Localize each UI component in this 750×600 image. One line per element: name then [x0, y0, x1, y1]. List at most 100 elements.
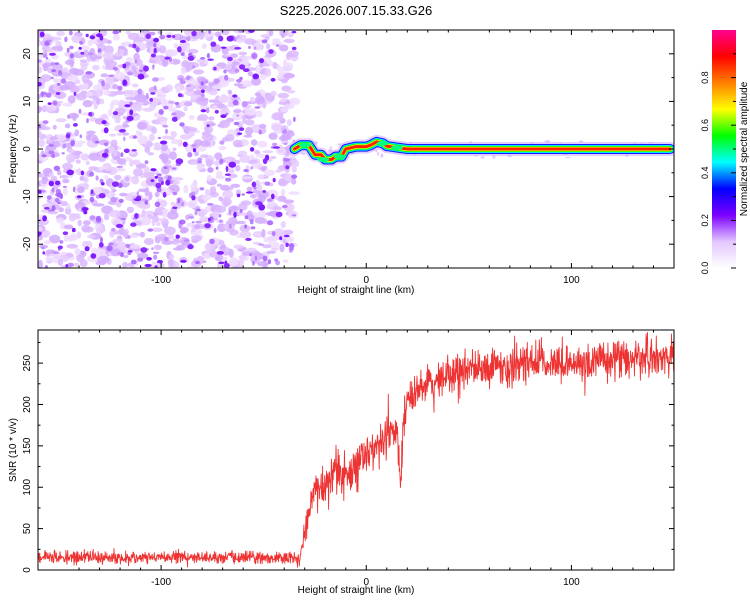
- noise-speckle: [192, 69, 205, 75]
- noise-speckle: [178, 223, 182, 229]
- noise-speckle: [93, 102, 98, 110]
- noise-speckle: [134, 213, 139, 219]
- noise-speckle: [230, 53, 239, 58]
- noise-speckle: [104, 168, 116, 172]
- noise-speckle: [208, 30, 211, 34]
- noise-speckle: [112, 238, 124, 243]
- noise-speckle: [38, 106, 42, 111]
- noise-speckle: [122, 63, 127, 69]
- noise-speckle: [248, 45, 251, 50]
- noise-speckle: [151, 217, 156, 227]
- noise-speckle: [45, 255, 53, 262]
- noise-speckle: [150, 53, 156, 58]
- noise-speckle: [38, 189, 42, 194]
- noise-speckle: [218, 95, 230, 104]
- noise-speckle: [150, 179, 155, 183]
- noise-speckle: [92, 203, 105, 207]
- noise-speckle: [92, 64, 100, 71]
- noise-speckle: [64, 123, 71, 129]
- noise-speckle: [204, 80, 209, 83]
- noise-speckle: [191, 228, 196, 232]
- noise-speckle: [144, 146, 151, 154]
- noise-speckle: [196, 208, 201, 212]
- noise-speckle: [39, 126, 51, 131]
- noise-speckle: [112, 84, 119, 90]
- snr-y-tick-label: 0: [22, 567, 33, 573]
- noise-speckle: [171, 112, 177, 116]
- noise-speckle: [279, 243, 285, 253]
- noise-speckle: [174, 102, 180, 105]
- noise-speckle: [189, 192, 193, 198]
- noise-speckle: [88, 52, 93, 56]
- noise-speckle: [74, 129, 80, 137]
- spectrogram-y-tick-label: -20: [22, 237, 33, 252]
- noise-speckle: [280, 78, 288, 84]
- noise-speckle: [171, 240, 180, 245]
- noise-speckle: [218, 35, 224, 42]
- noise-speckle: [103, 213, 110, 221]
- noise-speckle: [262, 262, 268, 268]
- noise-speckle: [271, 193, 275, 200]
- noise-speckle: [44, 58, 52, 63]
- snr-y-tick-label: 100: [22, 478, 33, 495]
- noise-speckle: [112, 30, 119, 35]
- noise-speckle: [71, 35, 81, 44]
- noise-speckle: [38, 65, 42, 74]
- noise-speckle: [291, 46, 297, 51]
- noise-speckle: [70, 140, 75, 146]
- noise-speckle: [122, 124, 130, 128]
- noise-speckle: [103, 127, 109, 134]
- noise-speckle: [203, 260, 207, 263]
- noise-speckle: [226, 117, 235, 123]
- noise-speckle: [75, 92, 87, 101]
- noise-speckle: [214, 109, 219, 114]
- noise-speckle: [234, 68, 240, 73]
- noise-speckle: [144, 263, 152, 268]
- noise-speckle: [194, 209, 198, 216]
- noise-speckle: [56, 30, 66, 37]
- noise-speckle: [218, 219, 223, 223]
- noise-speckle: [150, 168, 157, 172]
- noise-speckle: [100, 73, 109, 78]
- colorbar-tick-label: 0.4: [700, 167, 710, 180]
- noise-speckle: [154, 201, 161, 208]
- noise-speckle: [194, 151, 199, 157]
- noise-speckle: [67, 148, 76, 153]
- noise-speckle: [232, 139, 243, 147]
- noise-speckle: [270, 156, 277, 160]
- noise-speckle: [165, 128, 168, 135]
- noise-speckle: [172, 147, 177, 151]
- noise-speckle: [380, 153, 384, 158]
- noise-speckle: [223, 69, 227, 74]
- noise-speckle: [154, 175, 159, 179]
- noise-speckle: [90, 253, 97, 259]
- noise-speckle: [186, 75, 191, 81]
- noise-speckle-group: [38, 30, 661, 268]
- noise-speckle: [197, 157, 203, 162]
- spectrogram-x-tick-label: -100: [151, 275, 171, 286]
- noise-speckle: [38, 195, 42, 200]
- noise-speckle: [85, 71, 93, 75]
- noise-speckle: [82, 83, 89, 90]
- noise-speckle: [168, 260, 175, 267]
- noise-speckle: [207, 203, 214, 206]
- noise-speckle: [144, 210, 155, 215]
- noise-speckle: [135, 130, 142, 135]
- noise-speckle: [197, 160, 203, 164]
- noise-speckle: [50, 136, 58, 141]
- noise-speckle: [254, 95, 265, 105]
- noise-speckle: [68, 112, 80, 119]
- noise-speckle: [127, 71, 133, 76]
- noise-speckle: [195, 260, 200, 265]
- noise-speckle: [44, 207, 50, 210]
- noise-speckle: [56, 170, 62, 176]
- noise-speckle: [89, 196, 95, 203]
- noise-speckle: [286, 119, 292, 126]
- noise-speckle: [237, 132, 243, 136]
- noise-speckle: [204, 60, 209, 65]
- noise-speckle: [92, 84, 102, 92]
- noise-speckle: [82, 226, 94, 233]
- noise-speckle: [244, 224, 248, 229]
- noise-speckle: [196, 30, 206, 36]
- noise-speckle: [160, 181, 164, 185]
